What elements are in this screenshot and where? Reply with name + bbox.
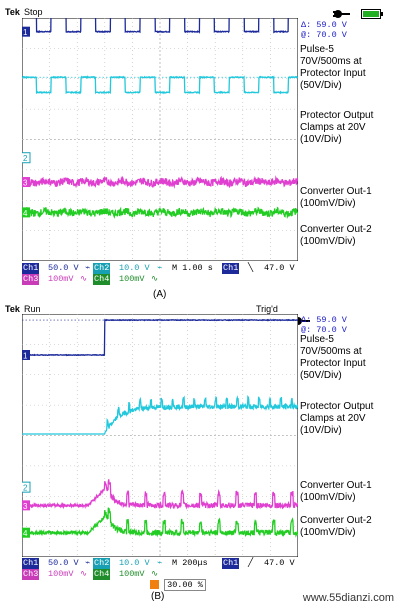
ch3-coupling-b: ∿ bbox=[80, 569, 88, 579]
trigger-source-a: Ch1 bbox=[222, 263, 240, 274]
series-label-ch3-a: Converter Out-1 (100mV/Div) bbox=[300, 186, 372, 209]
svg-text:4: 4 bbox=[23, 209, 28, 218]
channel-marker-3: 3 bbox=[22, 177, 30, 188]
ch2-coupling-b: ⌁ bbox=[157, 558, 163, 568]
trigger-state-b: Trig'd bbox=[256, 304, 278, 314]
ch2-scale-a: 10.0 V bbox=[119, 263, 150, 273]
trigger-level-a: 47.0 V bbox=[264, 263, 295, 273]
ch3-scale-a: 100mV bbox=[48, 274, 74, 284]
channel-marker-4: 4 bbox=[22, 207, 30, 218]
svg-text:2: 2 bbox=[23, 154, 28, 163]
cursor-delta-b: Δ: 59.0 V bbox=[301, 315, 347, 325]
ch1-tag-b: Ch1 bbox=[22, 558, 40, 569]
series-label-ch2-a: Protector Output Clamps at 20V (10V/Div) bbox=[300, 110, 374, 145]
series-trace-2 bbox=[22, 75, 298, 95]
ch1-scale-a: 50.0 V bbox=[48, 263, 79, 273]
ch4-tag-b: Ch4 bbox=[93, 569, 111, 580]
tek-logo-b: Tek bbox=[5, 304, 20, 314]
ch1-coupling-b: ⌁ bbox=[85, 558, 91, 568]
channel-marker-4: 4 bbox=[22, 527, 30, 538]
cursor-at-a: @: 70.0 V bbox=[301, 30, 347, 40]
channel-bar-bottom-a: Ch3 100mV ∿ Ch4 100mV ∿ bbox=[22, 274, 298, 285]
caption-b: (B) bbox=[151, 591, 165, 602]
ch3-tag-b: Ch3 bbox=[22, 569, 40, 580]
ch1-tag-a: Ch1 bbox=[22, 263, 40, 274]
series-trace-3 bbox=[22, 479, 298, 510]
channel-bar-top-b: Ch1 50.0 V ⌁ Ch2 10.0 V ⌁ M 200μs Ch1 ╱ … bbox=[22, 558, 298, 569]
ch2-scale-b: 10.0 V bbox=[119, 558, 150, 568]
caption-a: (A) bbox=[153, 289, 167, 300]
svg-text:1: 1 bbox=[23, 352, 28, 361]
timebase-a: M 1.00 s bbox=[172, 263, 213, 273]
acq-status-a: Stop bbox=[24, 7, 43, 17]
svg-text:3: 3 bbox=[23, 502, 28, 511]
position-percent-b: 30.00 % bbox=[164, 579, 206, 591]
series-label-ch4-b: Converter Out-2 (100mV/Div) bbox=[300, 515, 372, 538]
ch4-scale-b: 100mV bbox=[119, 569, 145, 579]
ch2-tag-b: Ch2 bbox=[93, 558, 111, 569]
series-trace-2 bbox=[22, 395, 298, 435]
timebase-b: M 200μs bbox=[172, 558, 208, 568]
trigger-slope-b: ╱ bbox=[248, 558, 254, 568]
ch4-scale-a: 100mV bbox=[119, 274, 145, 284]
svg-text:3: 3 bbox=[23, 179, 28, 188]
series-label-ch1-b: Pulse-5 70V/500ms at Protector Input (50… bbox=[300, 334, 366, 381]
position-readout-b: 30.00 % bbox=[150, 579, 206, 591]
plug-icon bbox=[331, 6, 355, 18]
acq-status-b: Run bbox=[24, 304, 41, 314]
ch2-coupling-a: ⌁ bbox=[157, 263, 163, 273]
series-trace-4 bbox=[22, 206, 298, 220]
watermark: www.55dianzi.com bbox=[302, 592, 394, 604]
waveform-display-a: 1 3 4 2 bbox=[22, 18, 298, 261]
ch3-tag-a: Ch3 bbox=[22, 274, 40, 285]
ch2-tag-a: Ch2 bbox=[93, 263, 111, 274]
series-label-ch3-b: Converter Out-1 (100mV/Div) bbox=[300, 480, 372, 503]
ch3-scale-b: 100mV bbox=[48, 569, 74, 579]
tek-logo-a: Tek bbox=[5, 7, 20, 17]
ch1-scale-b: 50.0 V bbox=[48, 558, 79, 568]
svg-text:4: 4 bbox=[23, 529, 28, 538]
trigger-slope-a: ╲ bbox=[248, 263, 254, 273]
svg-text:1: 1 bbox=[23, 28, 28, 37]
ch4-coupling-a: ∿ bbox=[151, 274, 159, 284]
channel-bar-top-a: Ch1 50.0 V ⌁ Ch2 10.0 V ⌁ M 1.00 s Ch1 ╲… bbox=[22, 263, 298, 274]
cursor-at-b: @: 70.0 V bbox=[301, 325, 347, 335]
series-label-ch2-b: Protector Output Clamps at 20V (10V/Div) bbox=[300, 401, 374, 436]
trigger-source-b: Ch1 bbox=[222, 558, 240, 569]
position-icon bbox=[150, 580, 159, 589]
ch1-coupling-a: ⌁ bbox=[85, 263, 91, 273]
waveform-display-b: 1 3 4 2 bbox=[22, 314, 298, 557]
svg-text:2: 2 bbox=[23, 484, 28, 493]
channel-marker-1: 1 bbox=[22, 350, 30, 361]
channel-marker-3: 3 bbox=[22, 500, 30, 511]
channel-marker-1: 1 bbox=[22, 26, 30, 37]
trigger-level-b: 47.0 V bbox=[264, 558, 295, 568]
cursor-delta-a: Δ: 59.0 V bbox=[301, 20, 347, 30]
channel-bar-bottom-b: Ch3 100mV ∿ Ch4 100mV ∿ bbox=[22, 569, 298, 580]
series-trace-1 bbox=[35, 18, 289, 35]
channel-marker-2: 2 bbox=[22, 152, 31, 164]
ch4-tag-a: Ch4 bbox=[93, 274, 111, 285]
ch3-coupling-a: ∿ bbox=[80, 274, 88, 284]
series-trace-4 bbox=[22, 507, 298, 538]
battery-icon bbox=[361, 6, 383, 19]
series-trace-3 bbox=[22, 175, 298, 189]
channel-marker-2: 2 bbox=[22, 481, 31, 493]
series-label-ch4-a: Converter Out-2 (100mV/Div) bbox=[300, 224, 372, 247]
ch4-coupling-b: ∿ bbox=[151, 569, 159, 579]
series-label-ch1-a: Pulse-5 70V/500ms at Protector Input (50… bbox=[300, 44, 366, 91]
